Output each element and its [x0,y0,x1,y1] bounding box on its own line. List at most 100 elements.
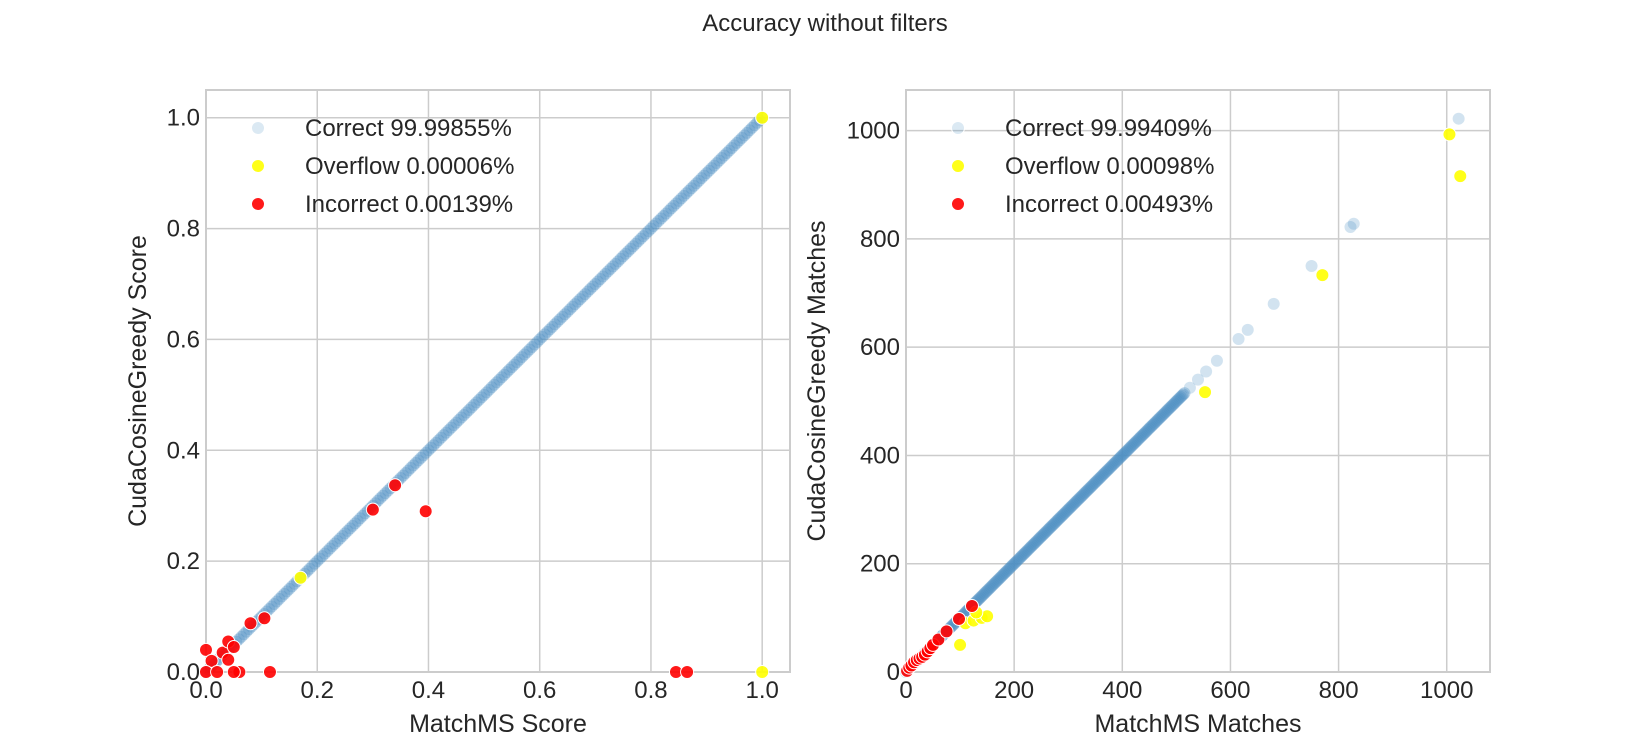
correct-point [991,574,1004,587]
correct-point [1145,420,1158,433]
correct-point [589,278,602,290]
correct-point [1144,421,1157,434]
correct-point [1232,333,1245,346]
correct-point [283,582,296,595]
correct-point [475,391,488,404]
correct-point [1086,479,1099,492]
correct-point [975,589,988,602]
correct-point [680,187,693,200]
correct-point [538,328,551,341]
overflow-point [755,110,770,125]
incorrect-point [939,624,954,639]
correct-point [1005,560,1018,573]
correct-point [1165,399,1178,412]
correct-point [715,152,728,165]
correct-point [695,172,708,185]
correct-point [356,509,369,522]
correct-point [1077,488,1090,501]
correct-point [462,403,475,416]
correct-point [1049,516,1062,529]
correct-point [553,313,566,326]
correct-point [480,386,493,399]
correct-point [619,247,632,260]
incorrect-point [388,478,403,493]
correct-point [425,441,438,454]
correct-point [473,393,486,406]
correct-point [336,529,349,542]
incorrect-point [204,653,219,668]
correct-point [1150,415,1163,428]
left-y-axis-label: CudaCosineGreedy Score [124,235,152,527]
left-x-axis-label: MatchMS Score [409,710,587,738]
correct-point [339,527,352,540]
correct-point [682,184,695,197]
correct-point [1054,511,1067,524]
right-plot-area [906,90,1490,672]
correct-point [988,577,1001,590]
correct-point [422,444,435,457]
correct-point [1021,544,1034,557]
correct-point [1041,524,1054,537]
correct-point [1034,531,1047,544]
correct-point [1064,501,1077,514]
correct-point [516,351,529,364]
right-x-tick-label: 400 [1102,677,1142,704]
correct-point [981,584,994,597]
correct-point [1069,496,1082,509]
right-x-tick-label: 800 [1319,677,1359,704]
correct-point [1053,512,1066,525]
correct-point [457,409,470,422]
left-y-tick-label: 0.4 [167,437,200,464]
incorrect-point [243,616,258,631]
correct-point [604,262,617,275]
incorrect-point [210,665,225,679]
correct-point [1118,446,1131,459]
correct-point [1044,521,1057,534]
correct-point [685,182,698,195]
correct-point [1183,381,1196,394]
legend-marker-1 [951,159,965,173]
correct-point [994,570,1007,583]
correct-point [445,421,458,434]
left-y-tick-label: 0.0 [167,659,200,686]
right-series-2 [900,598,979,678]
incorrect-point [226,640,241,655]
correct-point [1060,505,1073,518]
correct-point [634,232,647,245]
correct-point [571,295,584,308]
correct-point [703,164,716,177]
correct-point [500,366,513,379]
left-x-tick-label: 0.6 [523,677,556,704]
correct-point [316,550,329,563]
correct-point [318,547,331,560]
correct-point [1135,430,1148,443]
correct-point [591,275,604,288]
correct-point [637,230,650,243]
correct-point [1017,548,1030,561]
correct-point [1164,401,1177,414]
correct-point [452,414,465,427]
correct-point [670,197,683,210]
correct-point [1079,486,1092,499]
correct-point [1126,439,1139,452]
correct-point [667,199,680,212]
correct-point [1158,407,1171,420]
correct-point [1048,517,1061,530]
correct-point [1131,434,1144,447]
incorrect-point [680,665,695,679]
correct-point [1013,551,1026,564]
correct-point [1177,388,1190,401]
correct-point [1137,427,1150,440]
correct-point [1163,402,1176,415]
correct-point [1143,422,1156,435]
correct-point [531,335,544,348]
correct-point [629,237,642,250]
correct-point [412,454,425,467]
correct-point [1043,522,1056,535]
correct-point [513,353,526,366]
correct-point [495,371,508,384]
right-y-tick-label: 400 [860,442,900,469]
correct-point [599,267,612,280]
correct-point [1030,535,1043,548]
correct-point [376,489,389,502]
